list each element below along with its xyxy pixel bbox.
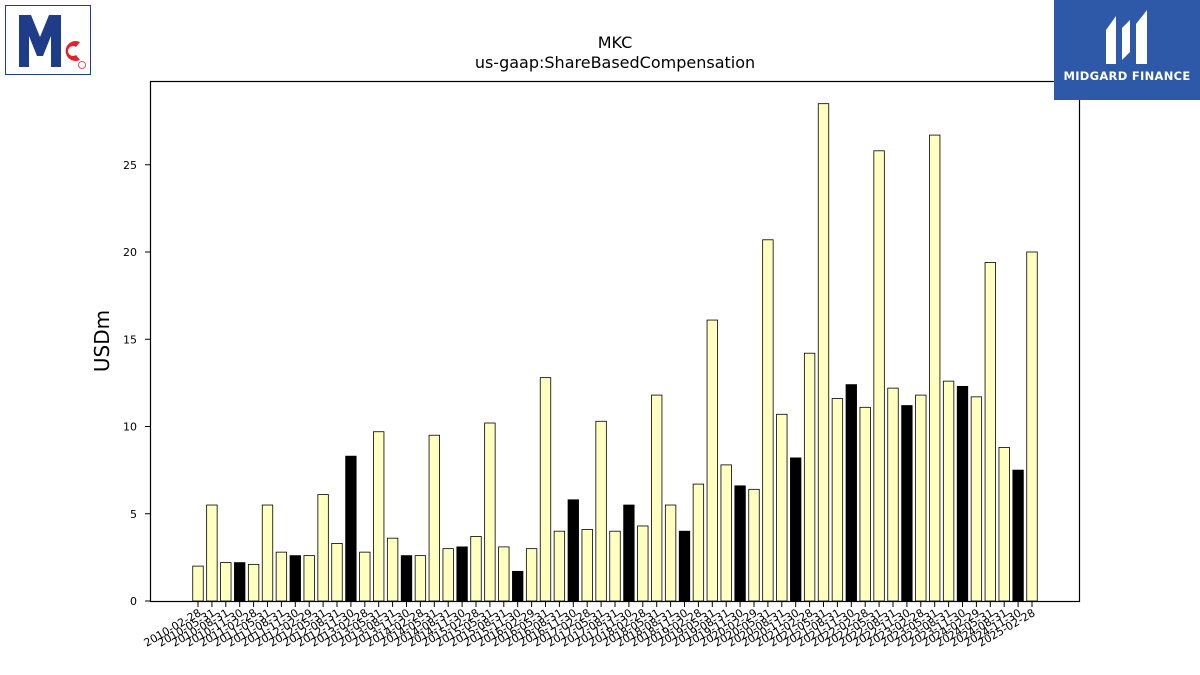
bar-2015-11-30: [512, 570, 524, 602]
bar-2020-08-31: [776, 413, 788, 602]
bar-2025-02-28: [1026, 251, 1038, 602]
bar-2016-02-29: [525, 548, 538, 602]
bar-2013-08-31: [386, 537, 399, 602]
bar-2014-02-28: [414, 555, 427, 602]
bar-2023-05-31: [929, 134, 941, 602]
bar-2013-02-28: [359, 551, 371, 602]
bar-2021-11-30: [845, 384, 857, 602]
bar-2015-02-28: [470, 536, 482, 602]
bar-2012-11-30: [345, 455, 357, 602]
bar-2019-11-30: [734, 485, 746, 602]
y-axis-label: USDm: [90, 310, 114, 372]
bar-2016-08-31: [553, 530, 566, 602]
bar-2016-11-30: [567, 499, 579, 602]
bar-2020-05-31: [762, 239, 774, 602]
bar-2017-05-31: [595, 420, 607, 602]
bar-2024-11-30: [1012, 469, 1024, 602]
bar-2019-08-31: [720, 464, 732, 602]
bar-2012-05-31: [317, 494, 329, 602]
bar-2015-05-31: [484, 422, 496, 602]
bar-2010-02-28: [192, 565, 204, 602]
bar-2012-02-29: [303, 555, 315, 602]
y-tick-label: 10: [123, 421, 137, 434]
y-tick-label: 5: [130, 508, 137, 521]
bar-2022-11-30: [901, 405, 913, 602]
bar-2022-08-31: [887, 387, 899, 602]
bar-2014-05-31: [428, 434, 440, 602]
bar-2016-05-31: [539, 377, 552, 602]
bar-2012-08-31: [331, 543, 343, 602]
bar-2019-05-31: [706, 319, 718, 602]
chart-subtitle: us-gaap:ShareBasedCompensation: [475, 53, 755, 72]
bar-2011-08-31: [275, 551, 288, 602]
bar-2022-05-31: [873, 150, 885, 602]
x-ticks-group: 2010-02-282010-05-312010-08-312010-11-30…: [142, 601, 1038, 650]
y-ticks-group: 0 5 10 15 20 25: [123, 159, 151, 608]
mccormick-logo: [5, 5, 91, 75]
bar-2013-11-30: [400, 555, 413, 602]
bar-2018-02-28: [637, 525, 649, 602]
bar-2010-08-31: [220, 562, 232, 602]
bar-2020-02-29: [748, 488, 760, 602]
bar-2018-11-30: [678, 530, 691, 602]
chart-title: MKC: [598, 33, 633, 52]
bar-2011-11-30: [289, 555, 301, 602]
bar-2010-05-31: [206, 504, 218, 602]
bar-2024-05-31: [984, 262, 996, 602]
bar-2018-05-31: [651, 394, 663, 602]
bar-2014-11-30: [456, 546, 468, 602]
y-tick-label: 0: [130, 595, 137, 608]
bar-2024-08-31: [998, 447, 1010, 602]
bar-2020-11-30: [790, 457, 802, 602]
bar-2017-11-30: [623, 504, 635, 602]
bar-2019-02-28: [692, 483, 705, 602]
y-tick-label: 20: [123, 246, 137, 259]
midgard-finance-logo: MIDGARD FINANCE: [1054, 0, 1200, 100]
bars-group: [192, 103, 1038, 602]
bar-2023-11-30: [956, 385, 969, 602]
bar-2011-02-28: [247, 563, 260, 602]
bar-2015-08-31: [498, 546, 510, 602]
bar-2011-05-31: [261, 504, 274, 602]
bar-2018-08-31: [664, 504, 677, 602]
brand-name-text: MIDGARD FINANCE: [1063, 69, 1191, 83]
bar-2021-08-31: [831, 398, 844, 602]
bar-2017-08-31: [609, 530, 621, 602]
bar-2021-05-31: [817, 103, 830, 602]
bar-2023-08-31: [942, 380, 955, 602]
bar-2013-05-31: [373, 431, 385, 602]
bar-2017-02-28: [581, 529, 593, 602]
bar-2014-08-31: [442, 548, 454, 602]
bar-2021-02-28: [803, 352, 816, 602]
bar-2010-11-30: [234, 562, 246, 602]
bar-2022-02-28: [859, 406, 871, 602]
bar-2024-02-29: [970, 396, 983, 602]
y-tick-label: 25: [123, 159, 137, 172]
bar-2023-02-28: [915, 394, 927, 602]
y-tick-label: 15: [123, 333, 137, 346]
plot-frame: [149, 80, 1081, 603]
